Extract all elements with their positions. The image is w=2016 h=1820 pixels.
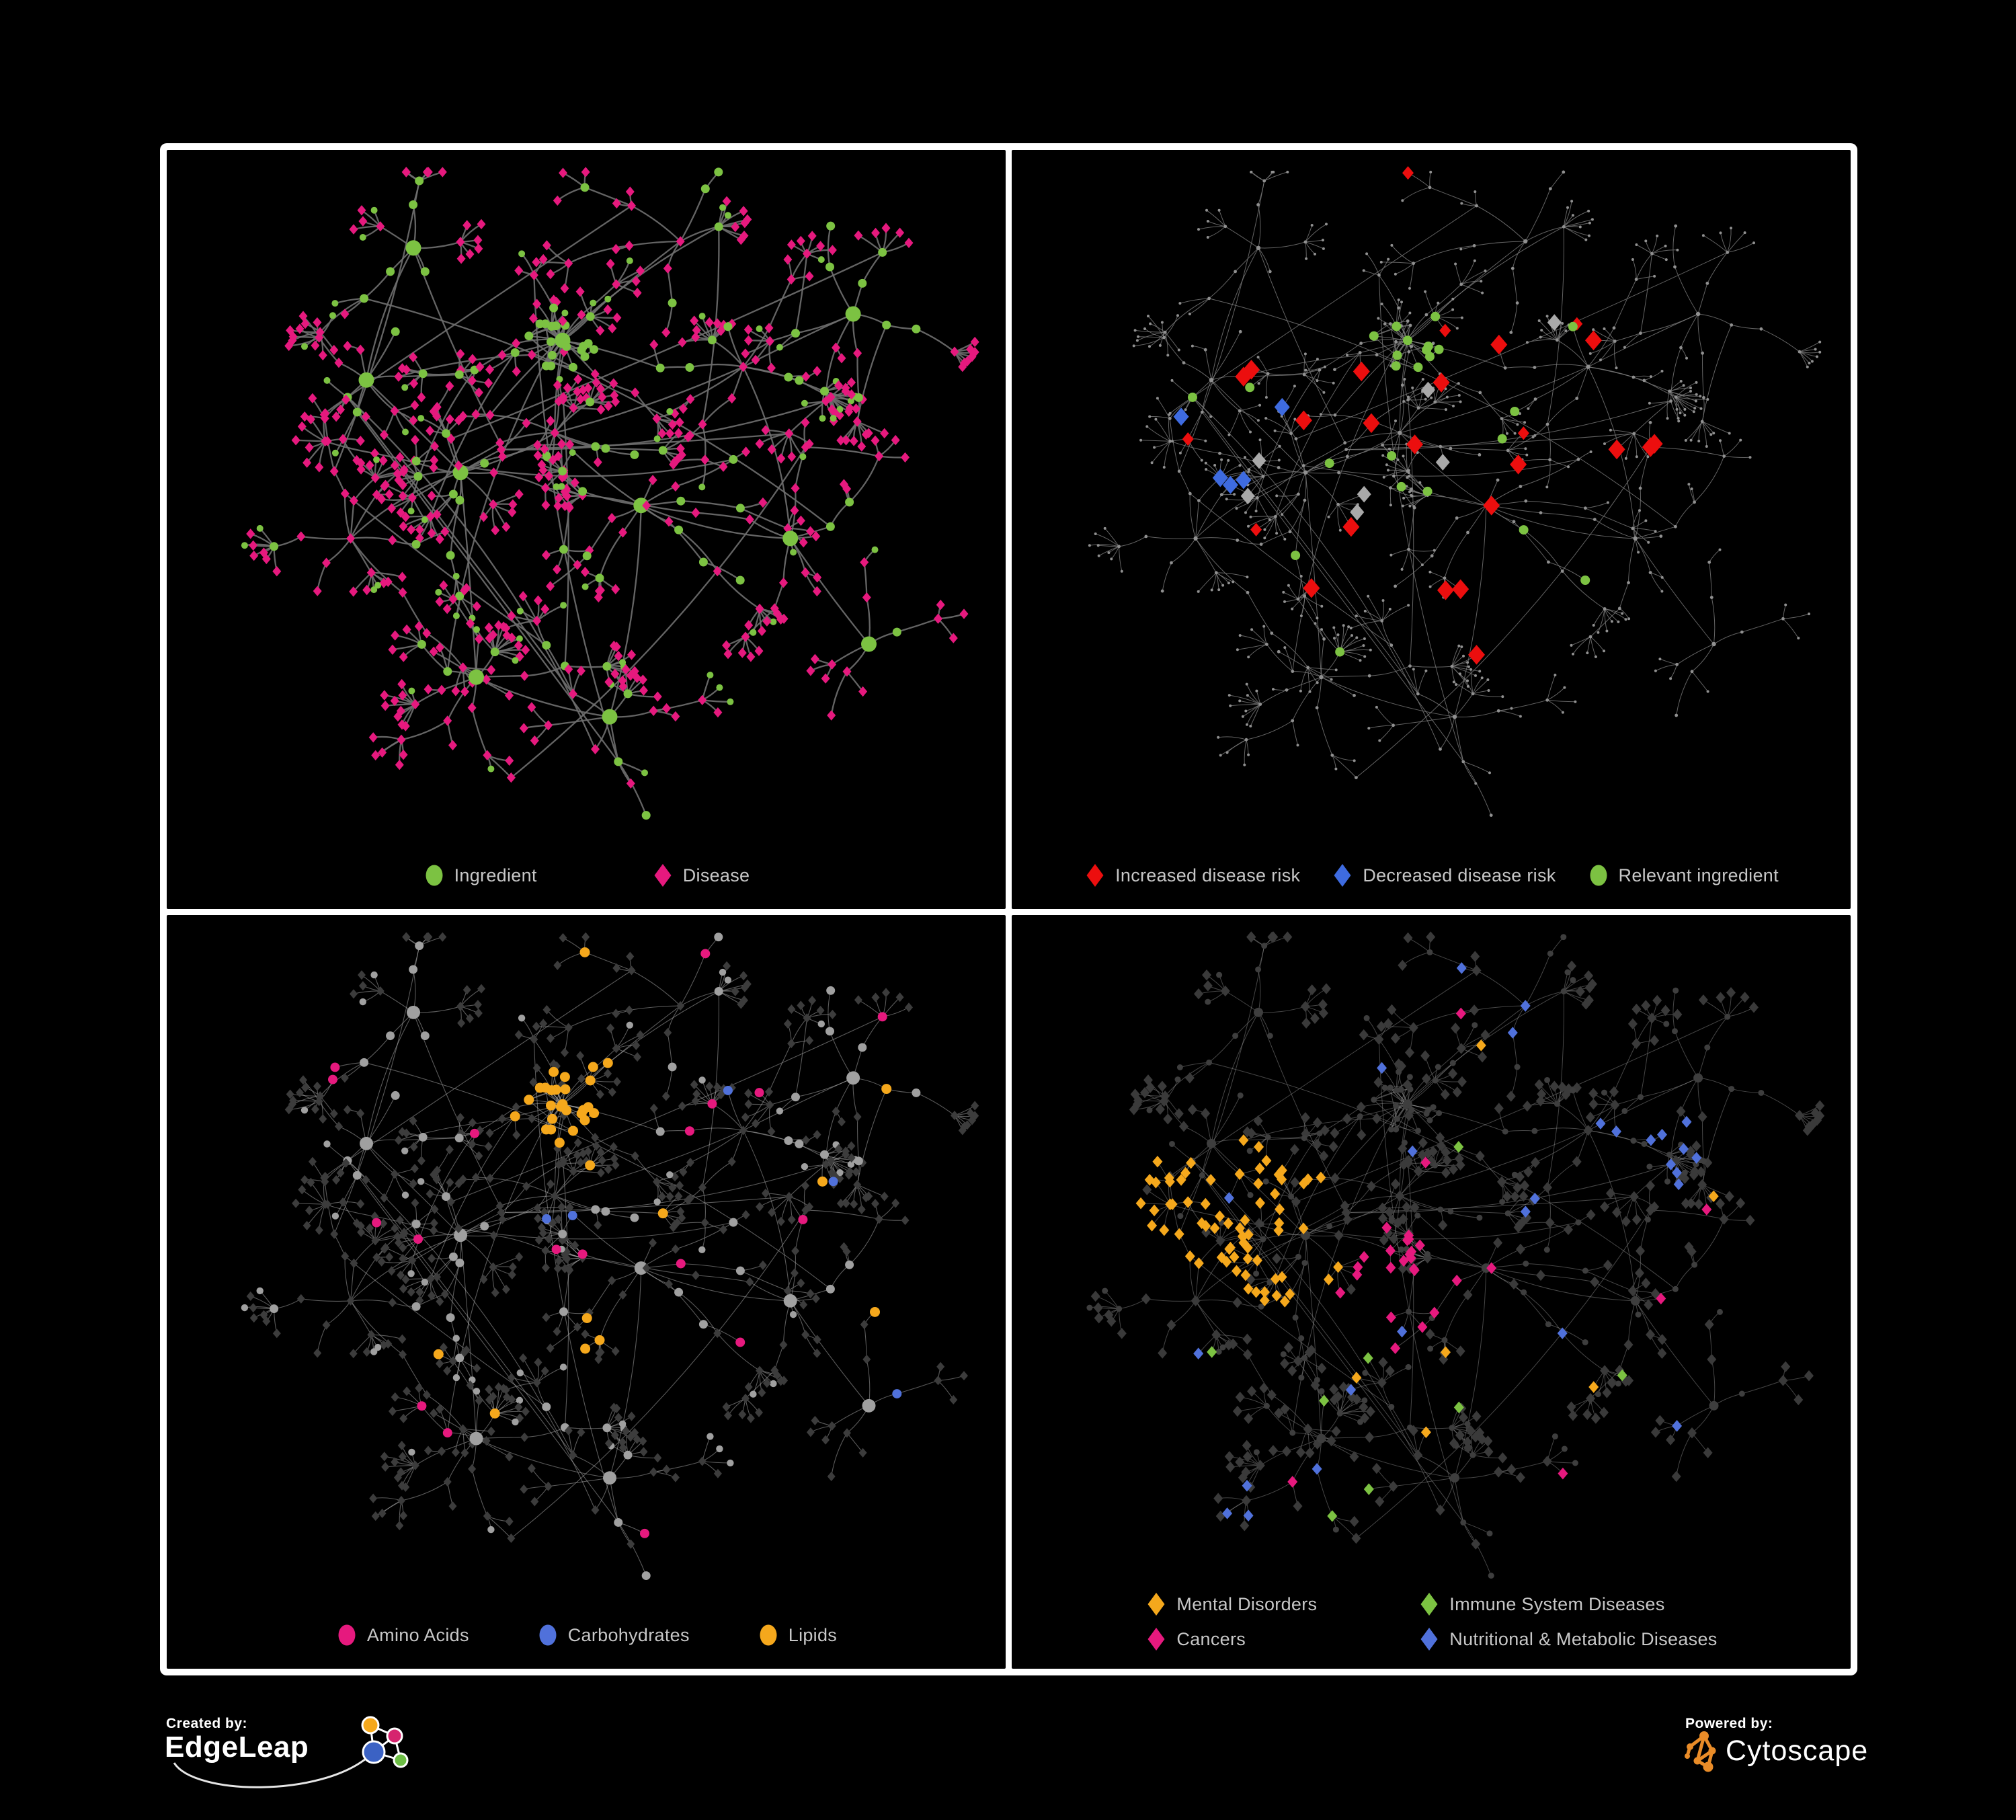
- panel-grid: Ingredient Disease Increased disease ris…: [160, 143, 1857, 1675]
- panel-disease-risk: Increased disease risk Decreased disease…: [1012, 150, 1851, 909]
- panel-ingredient-disease: Ingredient Disease: [167, 150, 1006, 909]
- edgeleap-logo: [173, 1716, 409, 1788]
- panel-ingredient-classes: Amino Acids Carbohydrates Lipids: [167, 915, 1006, 1669]
- legend-label: Cancers: [1176, 1628, 1246, 1649]
- legend-label: Lipids: [788, 1624, 838, 1645]
- legend-label: Nutritional & Metabolic Diseases: [1449, 1628, 1718, 1649]
- legend-ingredient-classes: Amino Acids Carbohydrates Lipids: [167, 1622, 1006, 1649]
- created-by-label: Created by:: [166, 1716, 248, 1731]
- network-graph-ingredient-disease: [241, 167, 979, 820]
- nutritional-metabolic-diamond-icon: [1418, 1626, 1441, 1653]
- legend-item: Immune System Diseases: [1418, 1591, 1717, 1618]
- legend-item: Lipids: [757, 1622, 837, 1649]
- legend-label: Decreased disease risk: [1363, 865, 1556, 885]
- cancers-diamond-icon: [1145, 1626, 1168, 1653]
- network-graph-disease-risk: [1088, 166, 1822, 817]
- legend-item: Disease: [651, 862, 750, 889]
- increased-risk-diamond-icon: [1084, 862, 1106, 889]
- network-graph-disease-classes: [1086, 931, 1825, 1579]
- immune-diseases-diamond-icon: [1418, 1591, 1441, 1618]
- relevant-ingredient-circle-icon: [1587, 862, 1610, 889]
- panel-disease-classes: Mental Disorders Immune System Diseases …: [1012, 915, 1851, 1669]
- amino-acids-circle-icon: [335, 1622, 358, 1649]
- legend-disease-risk: Increased disease risk Decreased disease…: [1012, 862, 1851, 889]
- legend-item: Nutritional & Metabolic Diseases: [1418, 1626, 1717, 1653]
- legend-item: Cancers: [1145, 1626, 1317, 1653]
- legend-item: Ingredient: [423, 862, 537, 889]
- legend-item: Increased disease risk: [1084, 862, 1300, 889]
- edgeleap-wordmark: EdgeLeap: [165, 1731, 309, 1764]
- legend-item: Carbohydrates: [536, 1622, 690, 1649]
- legend-label: Immune System Diseases: [1449, 1593, 1665, 1614]
- network-graph-ingredient-classes: [241, 932, 979, 1581]
- legend-label: Disease: [682, 865, 750, 885]
- carbohydrates-circle-icon: [536, 1622, 559, 1649]
- cytoscape-logo-icon: [1685, 1731, 1716, 1772]
- disease-diamond-icon: [651, 862, 674, 889]
- legend-item: Amino Acids: [335, 1622, 469, 1649]
- cytoscape-wordmark: Cytoscape: [1726, 1735, 1869, 1767]
- legend-label: Ingredient: [454, 865, 537, 885]
- cytoscape-credit: Powered by: Cytoscape: [1684, 1713, 1993, 1814]
- decreased-risk-diamond-icon: [1331, 862, 1354, 889]
- mental-disorders-diamond-icon: [1145, 1591, 1168, 1618]
- legend-disease-classes: Mental Disorders Immune System Diseases …: [1012, 1591, 1851, 1653]
- legend-item: Relevant ingredient: [1587, 862, 1779, 889]
- legend-item: Decreased disease risk: [1331, 862, 1556, 889]
- legend-label: Carbohydrates: [567, 1624, 690, 1645]
- ingredient-circle-icon: [423, 862, 446, 889]
- legend-ingredient-disease: Ingredient Disease: [167, 862, 1006, 889]
- edgeleap-credit: Created by: EdgeLeap: [165, 1713, 460, 1814]
- legend-item: Mental Disorders: [1145, 1591, 1317, 1618]
- powered-by-label: Powered by:: [1685, 1716, 1773, 1731]
- lipids-circle-icon: [757, 1622, 780, 1649]
- legend-label: Increased disease risk: [1115, 865, 1301, 885]
- legend-label: Relevant ingredient: [1618, 865, 1779, 885]
- legend-label: Mental Disorders: [1176, 1593, 1318, 1614]
- legend-label: Amino Acids: [366, 1624, 469, 1645]
